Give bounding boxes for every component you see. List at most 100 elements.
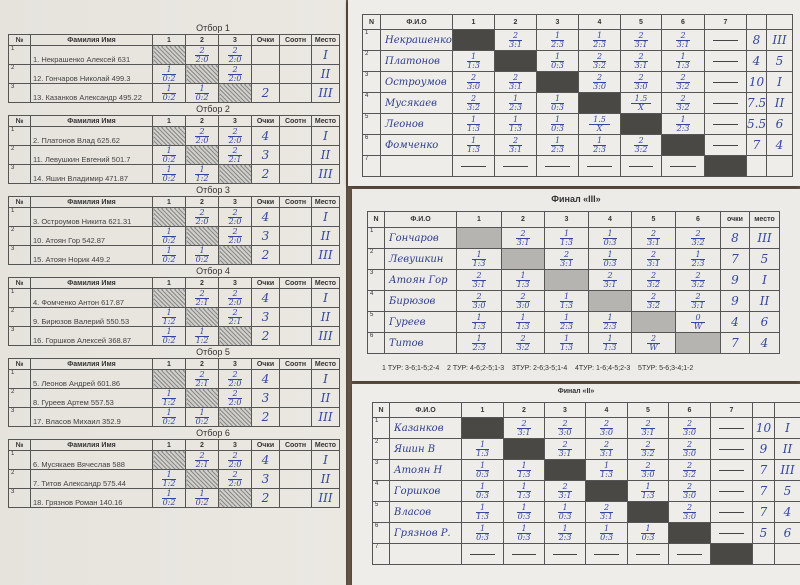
score-fraction: 1 0:2	[187, 85, 218, 102]
result-cell: 2 2:1	[218, 145, 252, 165]
score-fraction: 1 0:2	[154, 147, 185, 164]
set-score: 3:0	[467, 81, 480, 91]
match-points: 2	[195, 128, 209, 137]
result-cell: 1 0:3	[461, 480, 504, 502]
score-fraction: 2 3:2	[670, 461, 710, 479]
set-score: 0:2	[195, 92, 209, 102]
match-points: 2	[646, 292, 661, 302]
diagonal-cell	[668, 522, 711, 544]
set-score: 3:2	[647, 279, 660, 289]
result-cell: 2 3:0	[452, 71, 495, 93]
player-name: 3. Остроумов Никита 621.31	[30, 207, 153, 227]
empty-result-dash	[719, 490, 744, 492]
score-fraction: 2 3:1	[587, 440, 627, 458]
score-fraction: 1 2:3	[496, 94, 536, 112]
player-name: Бирюзов	[384, 290, 457, 312]
set-score: 3:1	[641, 427, 655, 437]
set-score: 3:0	[683, 511, 696, 521]
match-points: 1	[517, 461, 531, 471]
result-cell: 1 0:2	[152, 164, 186, 184]
match-points: 1	[550, 94, 565, 104]
score-fraction: 2 3:0	[670, 440, 710, 458]
header-row: № Фамилия Имя 1 2 3 Очки Соотн Место	[8, 358, 340, 370]
result-cell	[710, 501, 753, 523]
score-fraction: 2 3:1	[633, 250, 675, 268]
empty-result-dash	[719, 448, 744, 450]
points-value: 7	[746, 134, 767, 156]
set-score: 0:2	[162, 92, 176, 102]
points-value: 7	[752, 459, 775, 481]
score-fraction: 1 1:3	[546, 334, 588, 352]
result-cell: 1 0:2	[185, 407, 219, 427]
player-name: Горшков	[389, 480, 462, 502]
col-header-3: 3	[544, 211, 589, 228]
result-cell: 1 1:2	[152, 388, 186, 408]
score-fraction: 1 0:3	[590, 250, 631, 268]
result-cell: 2 3:1	[585, 501, 628, 523]
score-fraction: 1 1:3	[505, 461, 544, 479]
match-points: 1	[195, 409, 209, 418]
set-score: 0:2	[162, 254, 176, 264]
place-value: II	[311, 469, 340, 489]
score-fraction: 2 2:1	[187, 452, 218, 469]
result-cell: 1 0:3	[461, 459, 504, 481]
match-points: 1	[162, 247, 176, 256]
round-schedule: 1 ТУР: 3-6;1-5;2-4 2 ТУР: 4-6;2-5;1-3 3Т…	[382, 365, 694, 372]
match-points: 2	[228, 209, 242, 218]
match-points: 1	[466, 52, 481, 62]
diagonal-cell	[627, 501, 669, 523]
match-points: 1	[162, 166, 176, 175]
player-name: 1. Некрашенко Алексей 631	[30, 45, 153, 65]
result-cell: 1 2:3	[536, 29, 579, 51]
col-header-points: Очки	[251, 277, 280, 289]
player-name: 5. Леонов Андрей 601.86	[30, 369, 153, 389]
ratio-value	[279, 369, 312, 389]
row-number: 6	[372, 522, 390, 544]
place-value: II	[311, 388, 340, 408]
set-score: 3:2	[676, 102, 690, 112]
match-points: 2	[634, 52, 648, 62]
col-header-1: 1	[152, 196, 186, 208]
match-points: 2	[599, 503, 614, 513]
table-row: 1 5. Леонов Андрей 601.86 2 2:1 2 2:0 4 I	[8, 369, 340, 389]
result-cell: 1 1:3	[503, 459, 545, 481]
diagonal-cell	[704, 155, 747, 177]
col-header-points: очки	[720, 211, 750, 228]
score-fraction: 1 2:3	[538, 136, 578, 154]
place-value: III	[311, 83, 340, 103]
score-fraction: 2 3:2	[677, 271, 720, 289]
empty-result-dash	[594, 553, 619, 555]
set-score: 0:2	[162, 497, 176, 507]
points-value: 4	[251, 207, 280, 227]
result-cell: 1 0:3	[588, 248, 632, 270]
set-score: 3:1	[516, 237, 530, 247]
result-cell: 2 2:0	[218, 369, 252, 389]
match-points: 2	[516, 334, 530, 344]
set-score: 3:1	[558, 448, 572, 458]
group-title: Отбор 4	[196, 266, 230, 276]
score-fraction: 1.5 X	[580, 115, 620, 133]
player-name: 11. Левушкин Евгений 501.7	[30, 145, 153, 165]
set-score: 1:3	[476, 511, 489, 521]
empty-result-dash	[636, 553, 660, 555]
score-fraction: 1 0:3	[463, 482, 503, 500]
header-row: № Фамилия Имя 1 2 3 Очки Соотн Место	[8, 115, 340, 127]
match-points: 1	[195, 85, 209, 94]
player-name: 12. Гончаров Николай 499.3	[30, 64, 153, 84]
diagonal-cell	[152, 369, 186, 389]
score-fraction: 2 3:0	[546, 419, 585, 437]
match-points: 1	[195, 166, 209, 175]
score-fraction: 2 3:1	[546, 250, 588, 268]
result-cell: 1 1:3	[544, 332, 589, 354]
result-cell: 1 0:2	[152, 145, 186, 165]
row-number: 2	[8, 388, 31, 408]
place-value: 6	[766, 113, 793, 135]
match-points: 2	[682, 503, 697, 513]
group-title: Отбор 6	[196, 428, 230, 438]
score-fraction: 2 2:0	[220, 371, 251, 388]
player-name: Атоян Гор	[384, 269, 457, 291]
place-value: III	[311, 326, 340, 346]
set-score: 0:3	[641, 532, 655, 542]
ratio-value	[279, 164, 312, 184]
score-fraction: 2 3:1	[622, 31, 661, 49]
